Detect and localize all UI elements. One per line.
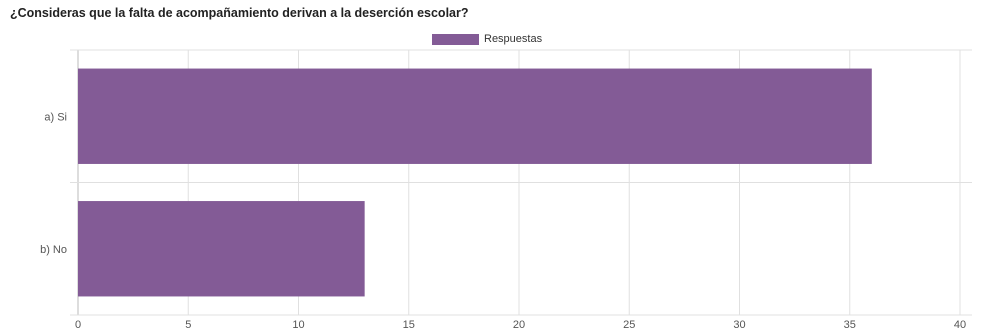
x-tick-label: 5: [185, 319, 191, 331]
chart-title: ¿Consideras que la falta de acompañamien…: [10, 6, 469, 20]
legend: Respuestas: [432, 33, 542, 45]
bar: [78, 68, 872, 164]
x-tick-label: 40: [954, 319, 966, 331]
legend-label: Respuestas: [484, 33, 543, 45]
x-tick-label: 20: [513, 319, 525, 331]
legend-swatch: [432, 33, 479, 45]
x-tick-label: 15: [403, 319, 415, 331]
x-tick-label: 10: [292, 319, 304, 331]
x-tick-label: 0: [75, 319, 81, 331]
y-category-label: a) Si: [44, 111, 67, 123]
x-tick-label: 30: [733, 319, 745, 331]
y-category-label: b) No: [40, 244, 67, 256]
x-tick-label: 35: [844, 319, 856, 331]
bar: [78, 201, 365, 297]
x-tick-label: 25: [623, 319, 635, 331]
